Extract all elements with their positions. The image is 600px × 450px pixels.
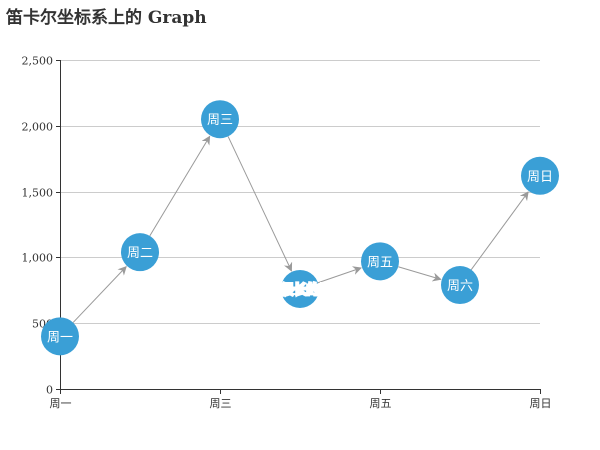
x-tick-label: 周日 — [530, 397, 552, 410]
node-label: 周一 — [47, 330, 73, 345]
node-circle[interactable] — [41, 317, 79, 356]
node-label: 周三 — [207, 113, 233, 128]
node-circle[interactable] — [201, 100, 239, 139]
chart-title: 笛卡尔坐标系上的 Graph — [6, 8, 207, 28]
node-circle[interactable] — [441, 266, 479, 305]
graph-node[interactable]: 周五 — [361, 242, 399, 281]
node-label: 周日 — [527, 170, 553, 185]
graph-edge — [227, 136, 293, 272]
x-tick-label: 周一 — [50, 397, 72, 410]
graph-edge — [398, 266, 442, 282]
x-tick-label: 周三 — [210, 397, 232, 410]
node-circle[interactable] — [521, 156, 559, 195]
graph-edge — [72, 265, 127, 323]
y-tick-label: 2,500 — [22, 55, 54, 68]
y-tick-label: 0 — [46, 384, 53, 397]
node-circle[interactable] — [361, 242, 399, 281]
graph-node[interactable]: 很长很长的周四 — [253, 269, 347, 308]
graph-edge — [470, 191, 529, 271]
graph-node[interactable]: 周日 — [521, 156, 559, 195]
graph-edge — [317, 266, 362, 284]
node-circle[interactable] — [121, 233, 159, 272]
graph-node[interactable]: 周二 — [121, 233, 159, 272]
node-label: 很长很长的周四 — [254, 282, 345, 298]
graph-edges — [72, 135, 529, 323]
node-label: 周五 — [367, 255, 393, 270]
graph-edge — [149, 135, 211, 237]
x-tick-label: 周五 — [370, 397, 392, 410]
graph-node[interactable]: 周一 — [41, 317, 79, 356]
y-tick-label: 2,000 — [22, 121, 54, 134]
grid-lines — [60, 60, 540, 324]
node-label: 周二 — [127, 246, 153, 261]
graph-node[interactable]: 周三 — [201, 100, 239, 139]
y-tick-label: 1,500 — [22, 187, 54, 200]
node-label: 周六 — [447, 279, 473, 294]
y-tick-label: 1,000 — [22, 252, 54, 265]
graph-node[interactable]: 周六 — [441, 266, 479, 305]
node-circle[interactable] — [281, 269, 319, 308]
